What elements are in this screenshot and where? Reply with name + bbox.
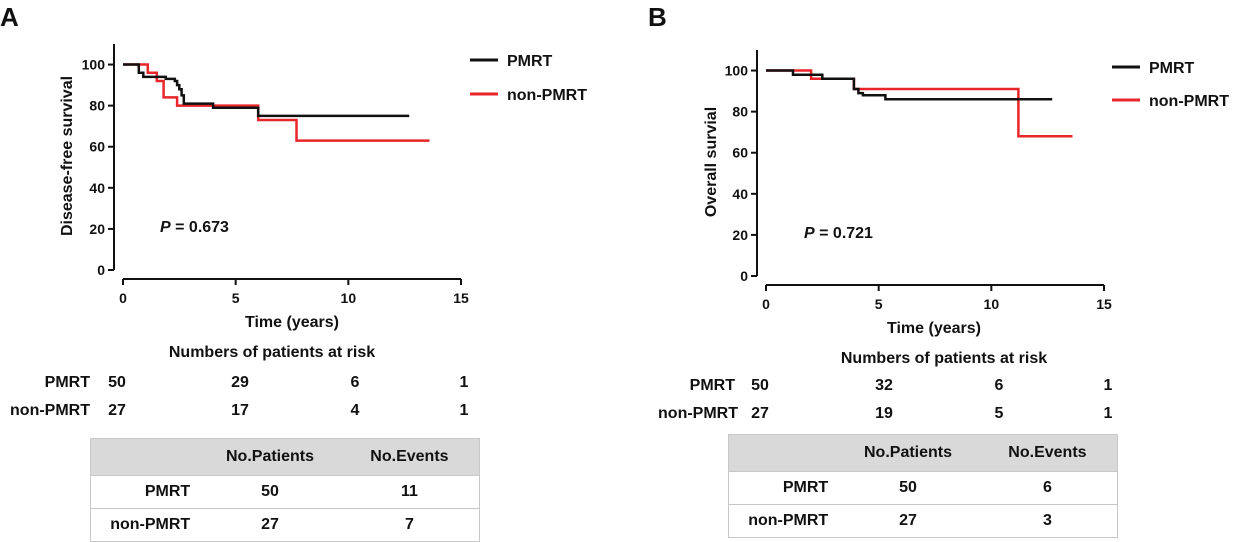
panel-b-x-tick-label: 10: [984, 296, 1000, 312]
table-row-label: PMRT: [728, 471, 839, 505]
table-cell: 27: [899, 512, 917, 529]
panel-b-x-axis-label: Time (years): [887, 320, 981, 337]
panel-a-y-axis-label: Disease-free survival: [59, 76, 76, 236]
panel-a-summary-table: No.Patients No.Events PMRT 50 11 non-PMR…: [90, 438, 480, 542]
table-header-row: No.Patients No.Events: [90, 438, 480, 476]
table-header-row: No.Patients No.Events: [728, 434, 1118, 472]
panel-b-p-value: P = 0.721: [804, 225, 873, 242]
panel-b-risk-pmrt-0: 50: [751, 377, 769, 394]
table-header-cell: No.Events: [339, 438, 480, 476]
table-cell: 7: [404, 516, 414, 533]
table-row: non-PMRT 27 3: [729, 505, 1118, 538]
panel-a-series-line-non-pmrt: [123, 63, 430, 142]
panel-a-risk-label-pmrt: PMRT: [45, 374, 91, 391]
panel-a-risk-label-non-pmrt: non-PMRT: [10, 402, 90, 419]
panel-b-x-tick-label: 15: [1096, 296, 1112, 312]
panel-b-risk-pmrt-15: 1: [1104, 377, 1113, 394]
panel-b-risk-title: Numbers of patients at risk: [841, 350, 1047, 367]
table-row: PMRT 50 11: [90, 475, 480, 509]
panel-a-x-tick-label: 0: [119, 290, 127, 306]
panel-b-x-tick-label: 5: [875, 296, 883, 312]
panel-b-y-tick-label: 20: [732, 227, 748, 243]
panel-b-letter: B: [648, 2, 667, 32]
panel-a-legend-label-pmrt: PMRT: [507, 53, 553, 70]
panel-b-risk-label-non-pmrt: non-PMRT: [658, 405, 738, 422]
panel-a-y-tick-label: 80: [89, 98, 105, 114]
table-header-cell: [90, 438, 201, 476]
panel-a-p-value: P = 0.673: [160, 219, 229, 236]
panel-b-y-tick-label: 80: [732, 104, 748, 120]
panel-a-series-line-pmrt: [123, 63, 410, 118]
table-row-label: PMRT: [90, 475, 201, 509]
panel-a-risk-non-pmrt-10: 4: [351, 402, 360, 419]
panel-b-x-tick-label: 0: [762, 296, 770, 312]
panel-a-letter: A: [0, 2, 19, 32]
panel-b-risk-label-pmrt: PMRT: [690, 377, 736, 394]
panel-b-risk-pmrt-10: 6: [995, 377, 1004, 394]
panel-b-series-line-non-pmrt: [766, 69, 1073, 138]
panel-a-y-tick-label: 100: [82, 57, 106, 73]
panel-a-chart: A Disease-free survival Time (years) P =…: [0, 2, 587, 419]
panel-b-summary-table: No.Patients No.Events PMRT 50 6 non-PMRT…: [728, 434, 1118, 538]
panel-b-legend-label-non-pmrt: non-PMRT: [1149, 93, 1229, 110]
panel-b-y-tick-label: 60: [732, 145, 748, 161]
panel-a-risk-pmrt-0: 50: [108, 374, 126, 391]
panel-b-y-tick-label: 0: [740, 268, 748, 284]
table-header-cell: No.Patients: [200, 438, 340, 476]
table-row: PMRT 50 6: [728, 471, 1118, 505]
panel-b-risk-pmrt-5: 32: [875, 377, 893, 394]
panel-a-y-tick-label: 40: [89, 180, 105, 196]
panel-b-risk-non-pmrt-5: 19: [875, 405, 893, 422]
panel-b-y-tick-label: 40: [732, 186, 748, 202]
table-header-cell: [728, 434, 839, 472]
table-header-cell: No.Events: [977, 434, 1118, 472]
panel-b-risk-non-pmrt-0: 27: [751, 405, 769, 422]
panel-a-x-tick-label: 10: [341, 290, 357, 306]
panel-a-y-tick-label: 20: [89, 221, 105, 237]
panel-a-risk-title: Numbers of patients at risk: [169, 344, 375, 361]
panel-a-y-tick-label: 60: [89, 139, 105, 155]
panel-a-x-tick-label: 15: [453, 290, 469, 306]
panel-b-risk-non-pmrt-15: 1: [1104, 405, 1113, 422]
table-cell: 27: [261, 516, 279, 533]
panel-a-risk-non-pmrt-0: 27: [108, 402, 126, 419]
panel-a-x-tick-label: 5: [232, 290, 240, 306]
table-cell: 50: [838, 471, 978, 505]
panel-a-x-axis-label: Time (years): [245, 314, 339, 331]
panel-b-chart: B Overall survial Time (years) P = 0.721…: [648, 2, 1229, 422]
panel-a-y-tick-label: 0: [97, 262, 105, 278]
panel-a-risk-pmrt-15: 1: [460, 374, 469, 391]
table-row-label: non-PMRT: [748, 512, 829, 529]
panel-a-legend-label-non-pmrt: non-PMRT: [507, 87, 587, 104]
panel-a-risk-non-pmrt-15: 1: [460, 402, 469, 419]
panel-b-legend-label-pmrt: PMRT: [1149, 60, 1195, 77]
table-cell: 3: [1042, 512, 1052, 529]
panel-b-y-tick-label: 100: [725, 63, 749, 79]
panel-b-risk-non-pmrt-10: 5: [995, 405, 1004, 422]
table-row-label: non-PMRT: [110, 516, 191, 533]
table-cell: 6: [977, 471, 1118, 505]
panel-a-risk-pmrt-5: 29: [231, 374, 249, 391]
panel-b-y-axis-label: Overall survial: [703, 107, 720, 217]
panel-a-risk-non-pmrt-5: 17: [231, 402, 249, 419]
table-header-cell: No.Patients: [838, 434, 978, 472]
table-row: non-PMRT 27 7: [91, 509, 480, 542]
panel-b-series-line-pmrt: [766, 69, 1053, 101]
table-cell: 11: [339, 475, 480, 509]
table-cell: 50: [200, 475, 340, 509]
panel-a-risk-pmrt-10: 6: [351, 374, 360, 391]
